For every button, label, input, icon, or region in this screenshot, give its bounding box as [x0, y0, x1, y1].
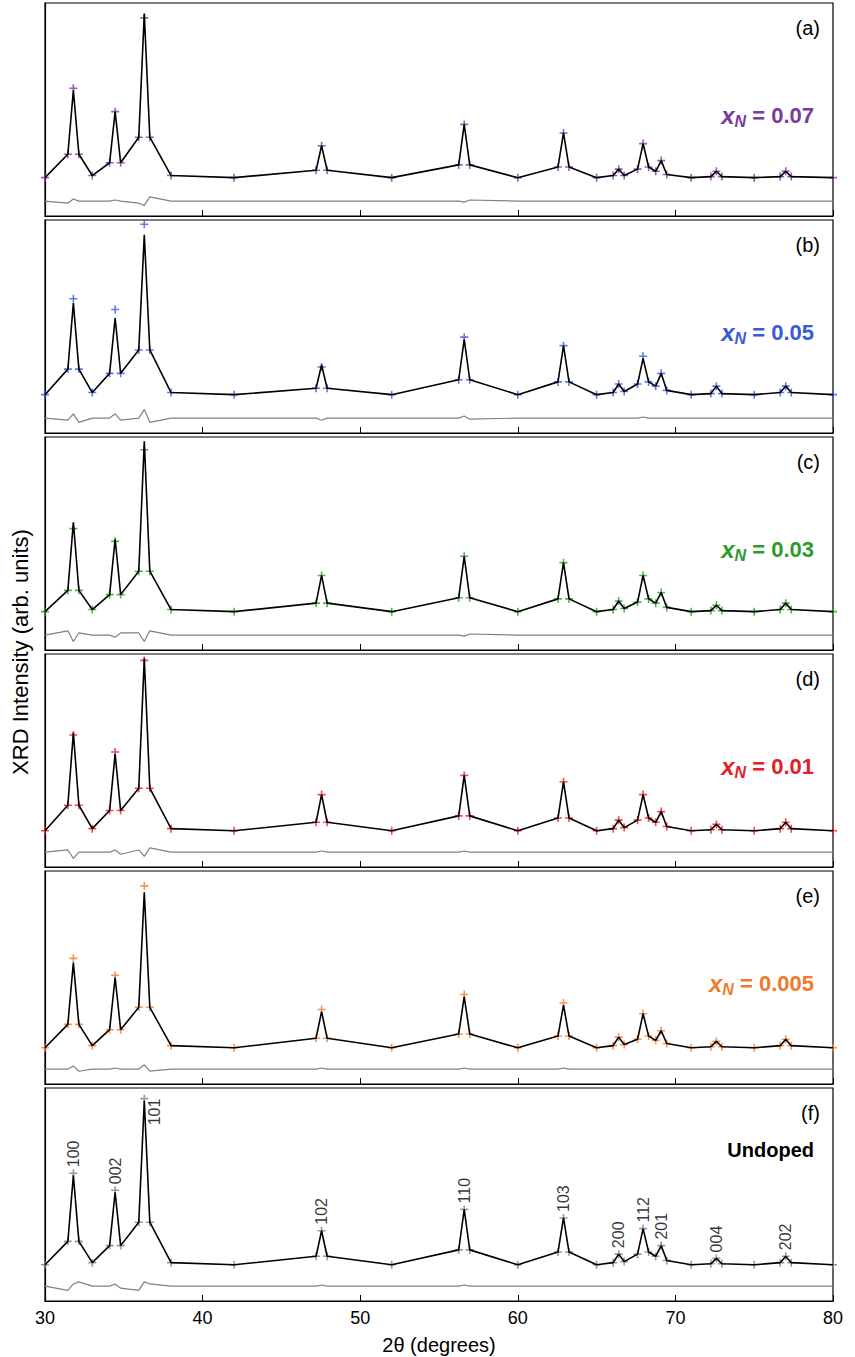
svg-text:002: 002: [107, 1157, 124, 1184]
svg-text:= 0.05: = 0.05: [746, 320, 814, 345]
svg-text:N: N: [735, 764, 747, 781]
svg-text:40: 40: [193, 1308, 213, 1328]
svg-text:2θ (degrees): 2θ (degrees): [382, 1334, 495, 1356]
svg-text:N: N: [735, 330, 747, 347]
svg-text:x: x: [721, 102, 735, 130]
svg-text:N: N: [735, 547, 747, 564]
svg-text:110: 110: [456, 1178, 473, 1204]
svg-text:004: 004: [708, 1226, 725, 1253]
svg-text:x: x: [721, 753, 735, 781]
svg-text:112: 112: [635, 1197, 652, 1223]
svg-text:(b): (b): [796, 234, 820, 256]
svg-text:x: x: [709, 970, 723, 998]
svg-text:N: N: [735, 113, 747, 130]
svg-text:Undoped: Undoped: [727, 1139, 814, 1161]
svg-text:201: 201: [653, 1213, 670, 1240]
svg-text:= 0.01: = 0.01: [746, 754, 814, 779]
svg-text:80: 80: [823, 1308, 843, 1328]
svg-text:202: 202: [777, 1223, 794, 1250]
svg-text:(f): (f): [801, 1102, 820, 1124]
svg-text:= 0.07: = 0.07: [746, 103, 814, 128]
svg-text:= 0.005: = 0.005: [734, 971, 814, 996]
svg-text:x: x: [721, 319, 735, 347]
svg-text:x: x: [721, 536, 735, 564]
svg-text:= 0.03: = 0.03: [746, 537, 814, 562]
svg-text:102: 102: [313, 1198, 330, 1225]
svg-text:XRD Intensity (arb. units): XRD Intensity (arb. units): [8, 529, 33, 775]
svg-text:50: 50: [350, 1308, 370, 1328]
svg-text:101: 101: [146, 1099, 163, 1126]
svg-text:(c): (c): [797, 451, 820, 473]
svg-text:N: N: [722, 981, 734, 998]
svg-text:(e): (e): [796, 885, 820, 907]
svg-text:103: 103: [555, 1185, 572, 1212]
svg-text:(a): (a): [796, 17, 820, 39]
svg-text:70: 70: [665, 1308, 685, 1328]
svg-text:100: 100: [65, 1140, 82, 1167]
svg-text:60: 60: [508, 1308, 528, 1328]
svg-text:30: 30: [35, 1308, 55, 1328]
svg-text:200: 200: [610, 1221, 627, 1248]
svg-text:(d): (d): [796, 668, 820, 690]
